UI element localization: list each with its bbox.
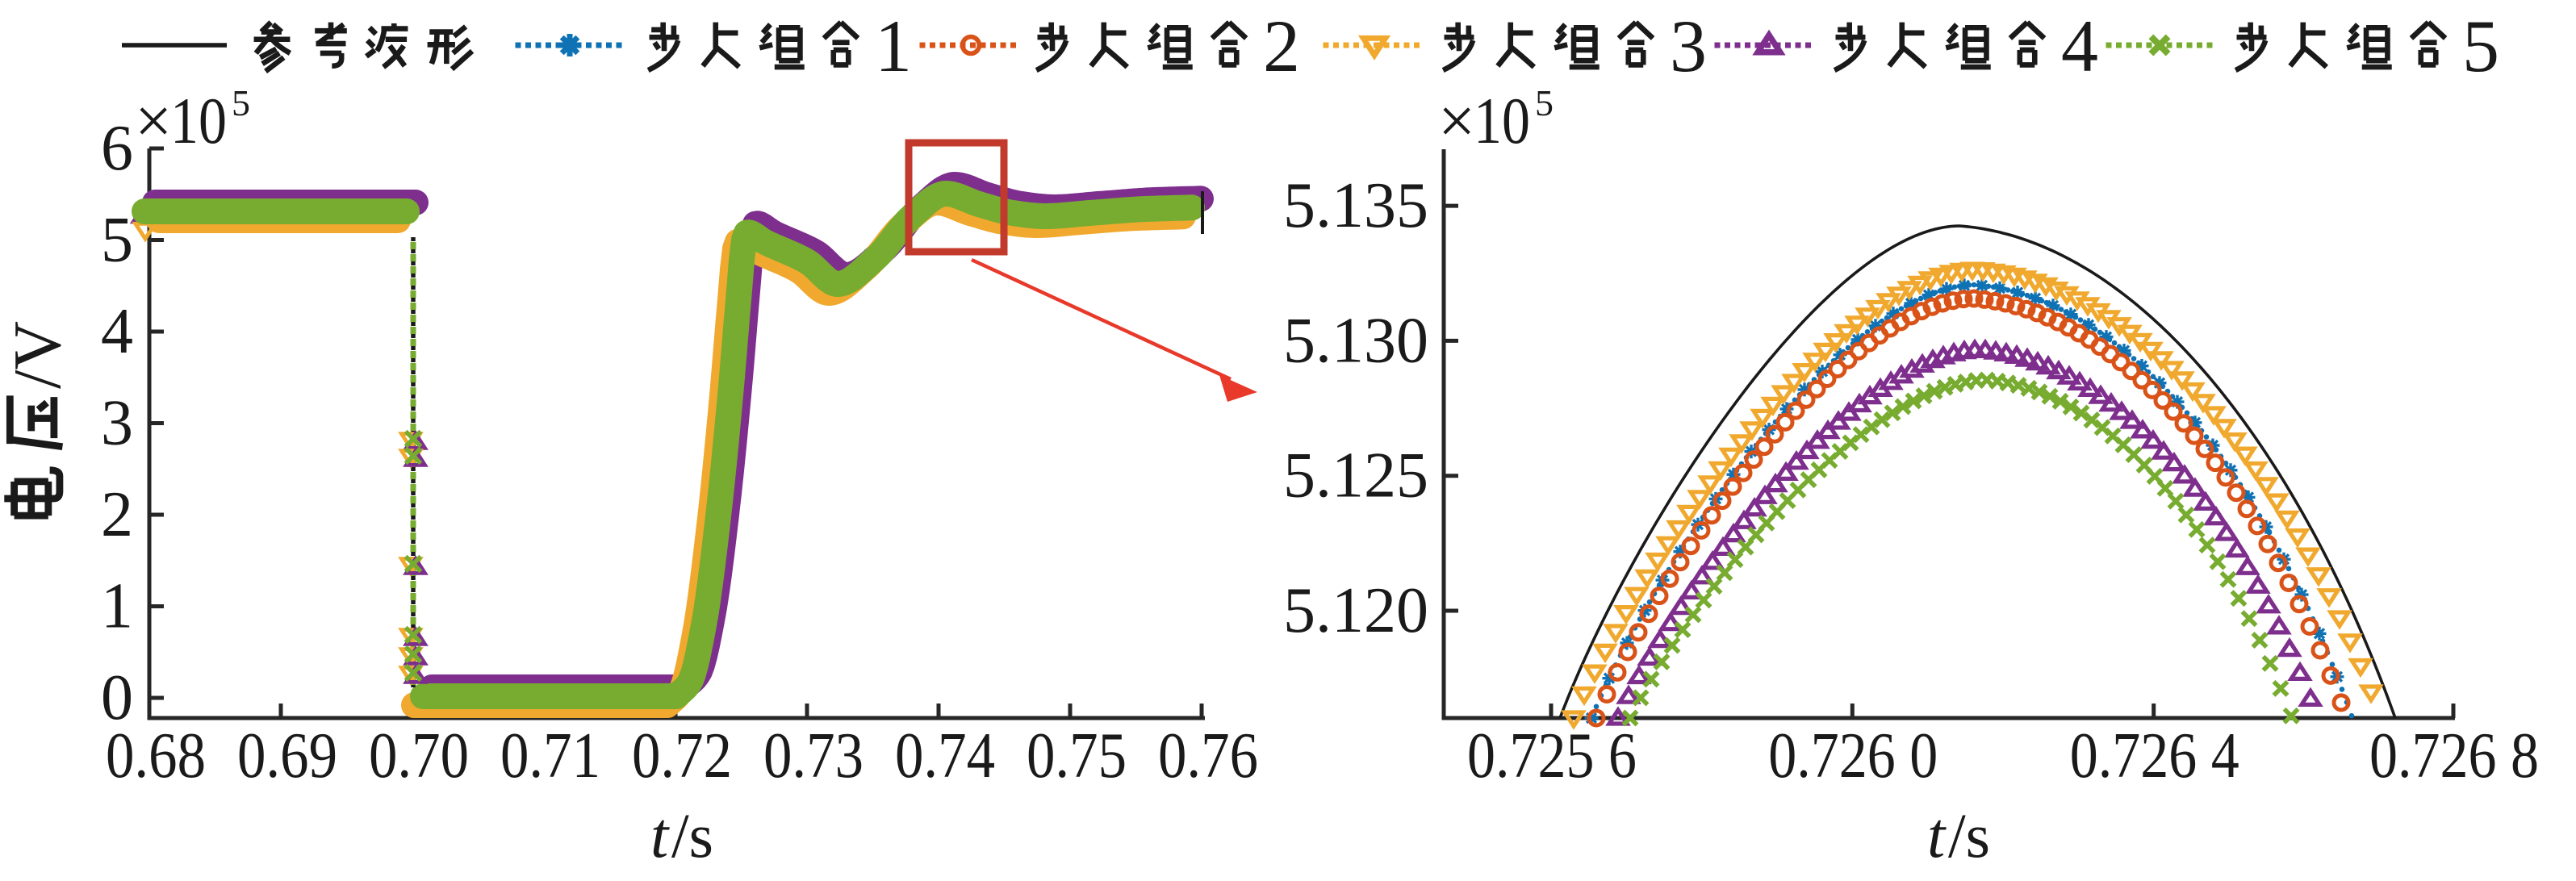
svg-text:1: 1 [875,5,912,87]
svg-text:0.71: 0.71 [500,720,600,791]
svg-text:5: 5 [232,82,250,123]
svg-text:2: 2 [101,479,133,550]
svg-text:0: 0 [101,662,133,733]
svg-text:4: 4 [101,296,133,367]
svg-text:5.120: 5.120 [1283,575,1428,646]
svg-text:0.69: 0.69 [237,720,337,791]
svg-text:0.68: 0.68 [106,720,206,791]
svg-text:/s: /s [671,800,713,871]
svg-text:0.725 6: 0.725 6 [1467,720,1637,791]
svg-text:1: 1 [101,571,133,642]
svg-text:/V: /V [0,321,75,389]
svg-text:3: 3 [101,388,133,459]
svg-text:4: 4 [2061,5,2098,87]
svg-text:5: 5 [101,205,133,276]
svg-text:0.76: 0.76 [1158,720,1258,791]
svg-text:/s: /s [1948,800,1990,871]
svg-text:t: t [650,800,670,871]
svg-text:5: 5 [1535,82,1554,123]
svg-text:3: 3 [1670,5,1707,87]
svg-text:0.72: 0.72 [632,720,732,791]
svg-text:×: × [135,84,172,157]
svg-text:0.726 4: 0.726 4 [2070,720,2239,791]
svg-text:5.135: 5.135 [1283,170,1428,241]
svg-text:0.70: 0.70 [369,720,469,791]
svg-text:6: 6 [101,113,133,184]
svg-text:×: × [1438,84,1475,157]
svg-text:0.726 8: 0.726 8 [2369,720,2539,791]
svg-text:5.125: 5.125 [1283,440,1428,511]
svg-text:5.130: 5.130 [1283,305,1428,376]
svg-text:0.73: 0.73 [763,720,864,791]
svg-text:10: 10 [1474,84,1530,157]
svg-text:10: 10 [170,84,227,157]
svg-text:t: t [1927,800,1947,871]
svg-text:2: 2 [1263,5,1300,87]
svg-text:5: 5 [2462,5,2499,87]
svg-text:0.75: 0.75 [1027,720,1127,791]
svg-text:0.726 0: 0.726 0 [1768,720,1938,791]
svg-text:0.74: 0.74 [895,720,995,791]
